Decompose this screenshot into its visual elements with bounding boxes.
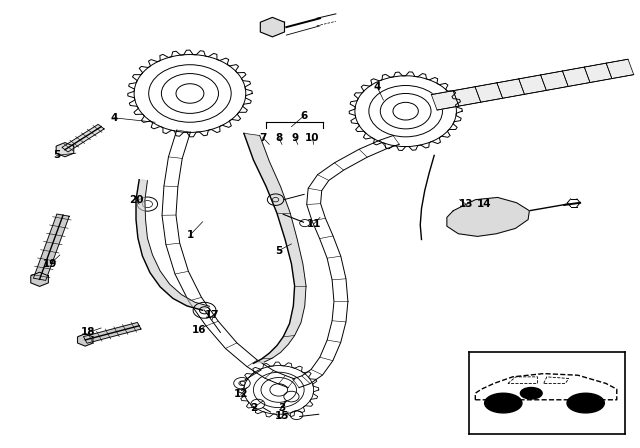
Text: 4: 4 [110,113,118,123]
Polygon shape [77,334,93,346]
Text: 10: 10 [305,133,319,143]
Polygon shape [83,323,141,343]
Polygon shape [244,134,306,363]
Text: 11: 11 [307,219,321,229]
Text: 14: 14 [476,199,491,209]
Polygon shape [62,125,104,152]
Text: 16: 16 [192,325,207,335]
Polygon shape [606,59,634,78]
Polygon shape [447,198,529,237]
Text: 4: 4 [373,82,381,92]
Text: 8: 8 [275,133,282,143]
Polygon shape [260,17,285,37]
Text: 15: 15 [275,411,289,422]
Text: 3: 3 [278,403,285,413]
Polygon shape [519,75,547,95]
Polygon shape [453,87,481,106]
Polygon shape [563,67,590,86]
Polygon shape [56,142,74,157]
Text: 5: 5 [275,246,282,255]
Polygon shape [33,214,69,280]
Polygon shape [31,272,49,286]
Text: 9: 9 [291,133,298,143]
Polygon shape [475,83,502,102]
Text: 2: 2 [250,403,257,413]
Text: 18: 18 [81,327,95,337]
Polygon shape [431,90,459,110]
Text: 13: 13 [459,199,473,209]
Text: 5: 5 [53,151,60,160]
Text: C0032039: C0032039 [527,414,567,422]
Text: 12: 12 [234,389,248,399]
Polygon shape [497,79,524,98]
Text: 17: 17 [205,310,220,320]
Text: 7: 7 [259,133,267,143]
Polygon shape [136,180,210,310]
Text: 20: 20 [129,195,143,205]
Text: 19: 19 [43,259,58,269]
Text: 6: 6 [301,111,308,121]
Polygon shape [541,71,568,90]
Polygon shape [584,63,612,82]
Text: 1: 1 [186,230,193,240]
